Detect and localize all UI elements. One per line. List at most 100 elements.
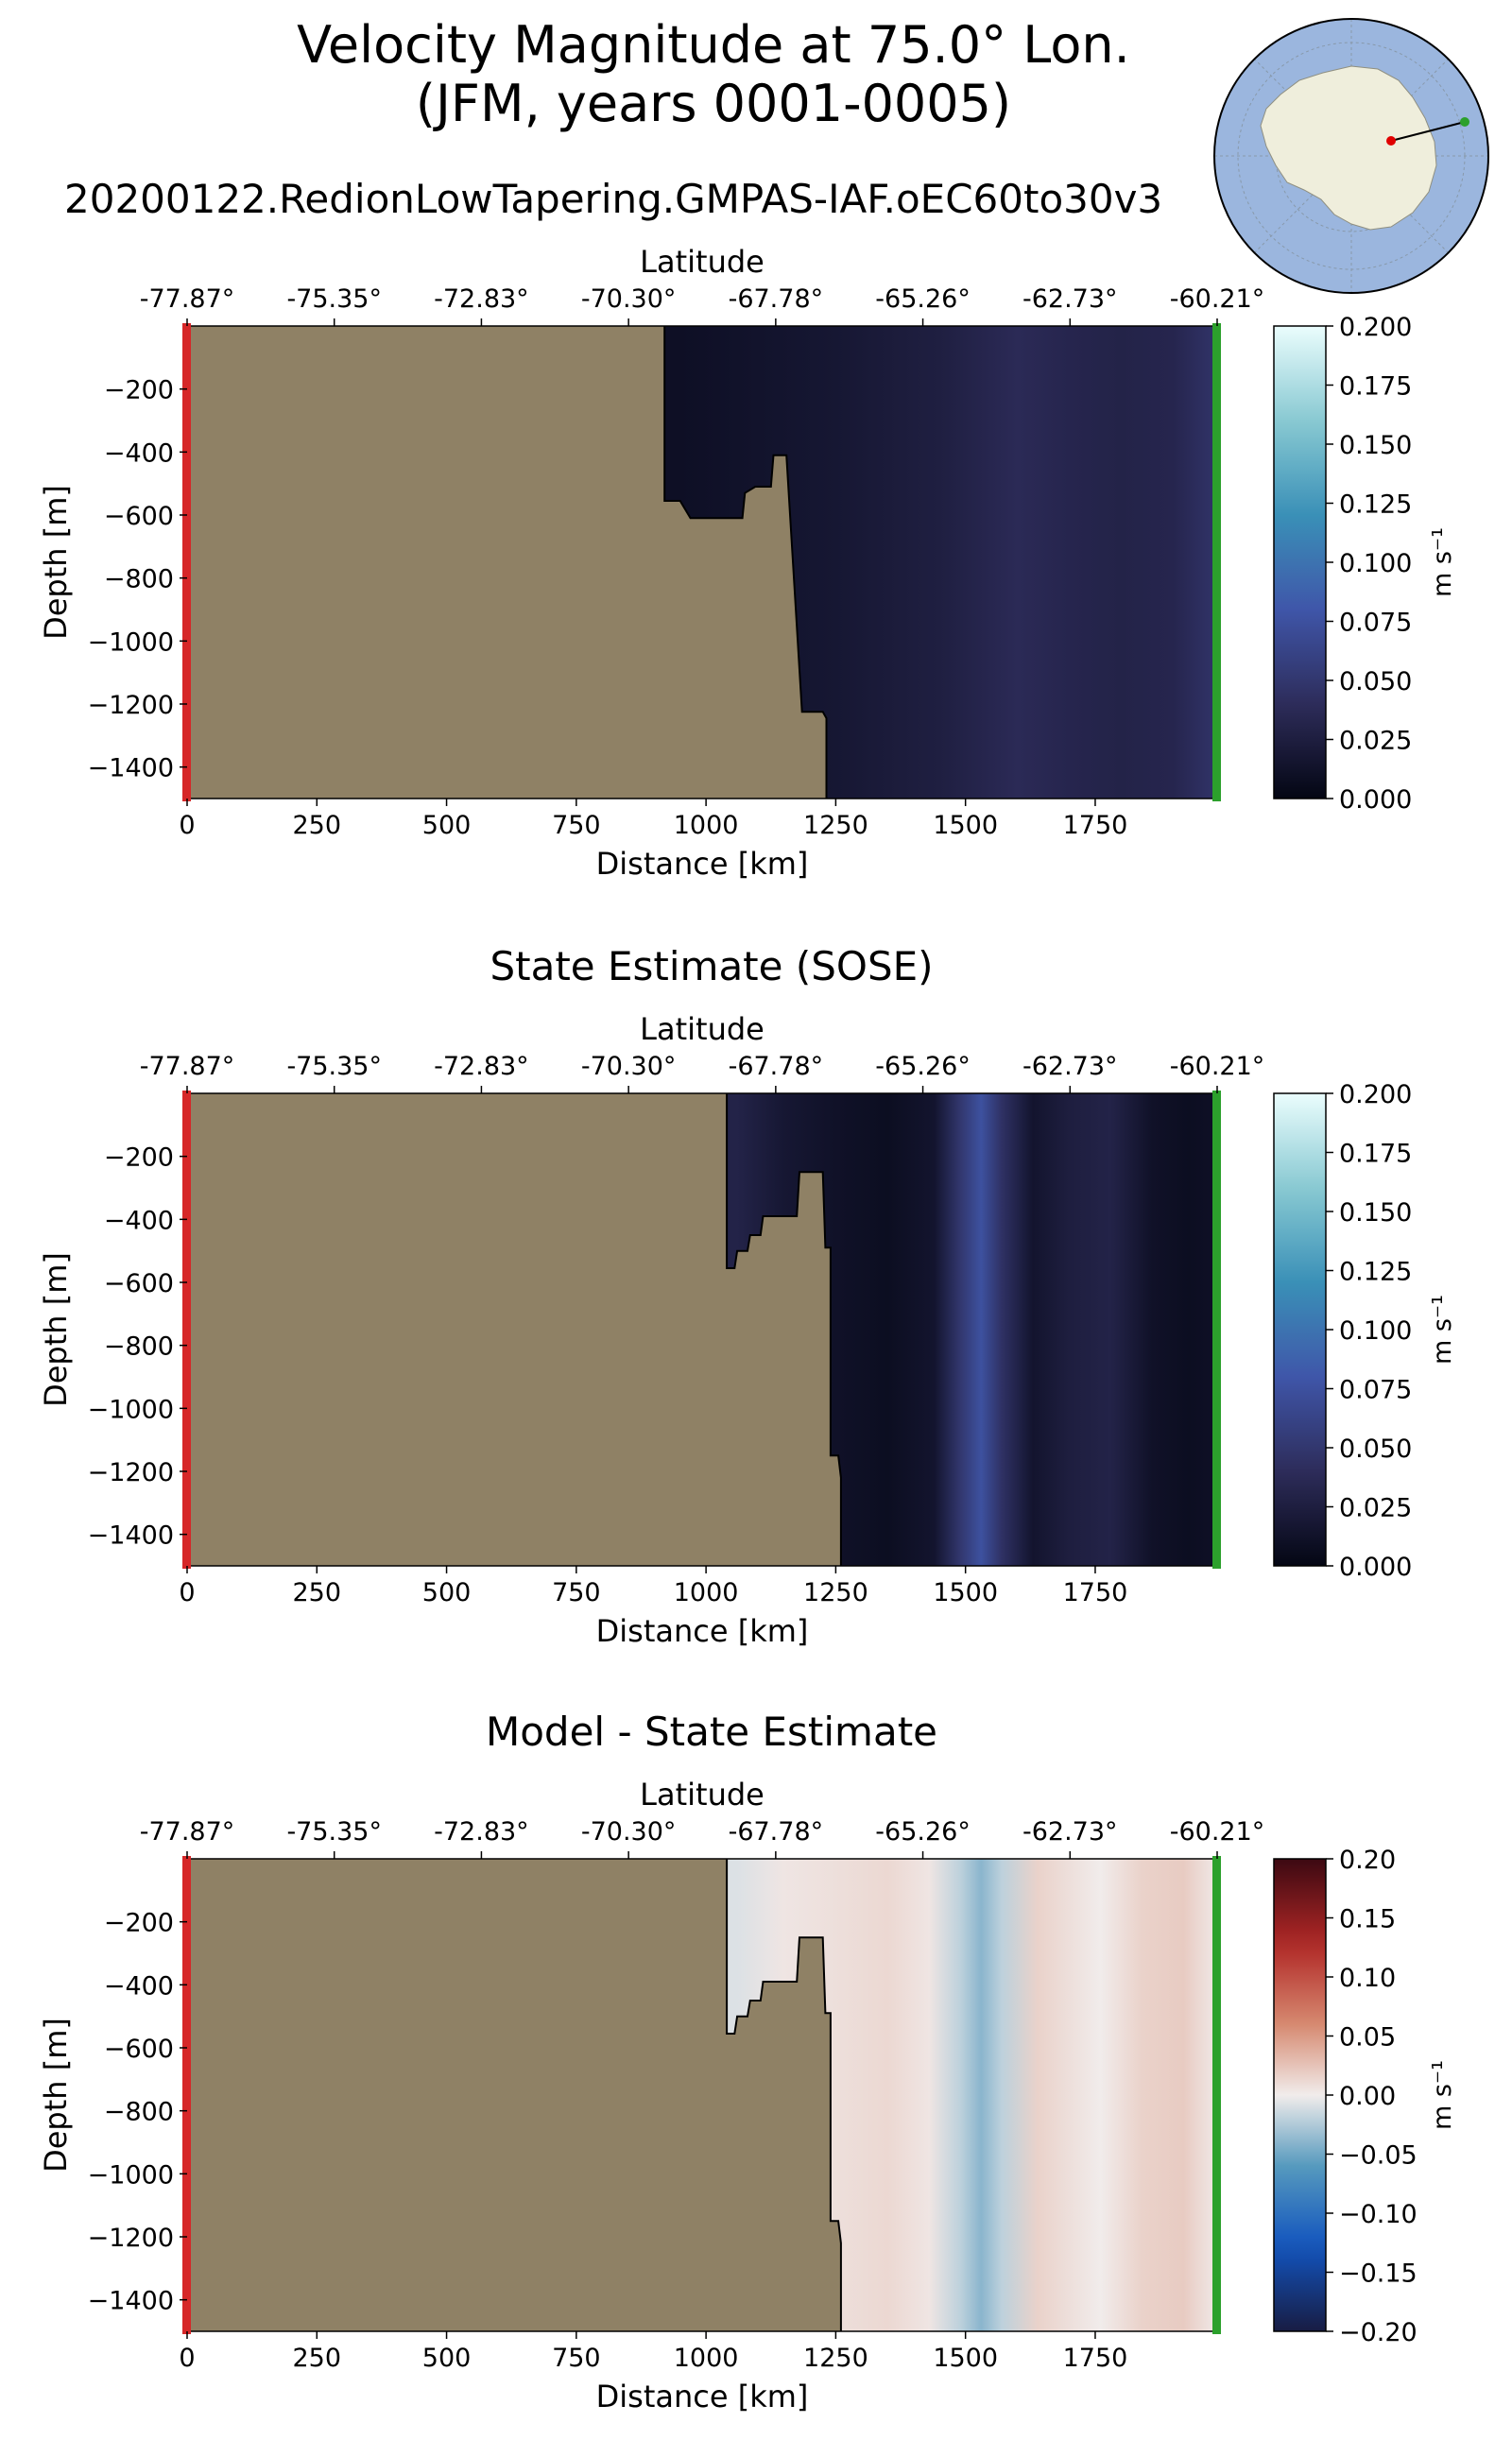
colorbar-tick-label: 0.100	[1339, 549, 1412, 578]
y-tick-label: −200	[104, 1909, 174, 1938]
x-tick-label: 1250	[803, 811, 868, 840]
x-tick-label: 750	[552, 811, 601, 840]
y-tick-label: −200	[104, 376, 174, 405]
lat-tick-label: -62.73°	[1022, 284, 1118, 314]
x-tick-label: 500	[422, 2344, 472, 2373]
lat-tick-label: -75.35°	[286, 1052, 382, 1081]
colorbar-tick-label: 0.200	[1339, 1080, 1412, 1109]
colorbar-tick-label: 0.20	[1339, 1846, 1396, 1875]
y-tick-label: −1400	[88, 2287, 174, 2316]
colorbar-tick-label: −0.20	[1339, 2318, 1418, 2347]
colorbar-tick-label: 0.000	[1339, 785, 1412, 815]
x-tick-label: 750	[552, 1578, 601, 1607]
colorbar-tick-label: 0.150	[1339, 431, 1412, 460]
lat-tick-label: -62.73°	[1022, 1817, 1118, 1847]
x-tick-label: 250	[293, 1578, 342, 1607]
colorbar-tick-label: 0.025	[1339, 1494, 1412, 1523]
y-tick-label: −1000	[88, 2160, 174, 2190]
lat-tick-label: -60.21°	[1170, 1817, 1265, 1847]
colorbar-tick-label: −0.05	[1339, 2141, 1418, 2171]
x-tick-label: 1000	[674, 1578, 739, 1607]
x-tick-label: 1500	[933, 1578, 998, 1607]
colorbar-tick-label: 0.100	[1339, 1316, 1412, 1346]
y-tick-label: −1400	[88, 1521, 174, 1551]
y-tick-label: −1000	[88, 1395, 174, 1424]
y-tick-label: −1200	[88, 2224, 174, 2253]
y-tick-label: −800	[104, 1332, 174, 1362]
land-mask	[187, 326, 827, 799]
y-tick-label: −600	[104, 2035, 174, 2064]
lat-tick-label: -67.78°	[729, 284, 824, 314]
x-axis-label: Distance [km]	[596, 846, 809, 882]
bathymetry-outline	[726, 1093, 842, 1566]
colorbar-label: m s⁻¹	[1428, 1295, 1457, 1365]
heatmap-panel-3: 0 250 500 750 1000 1250 1500 1750 Distance [km] -…	[38, 1777, 1457, 2414]
x-axis-label: Distance [km]	[596, 2379, 809, 2414]
x-axis-label: Distance [km]	[596, 1613, 809, 1649]
figure-title-line2: (JFM, years 0001-0005)	[415, 74, 1012, 133]
x-tick-label: 0	[179, 1578, 195, 1607]
y-tick-label: −600	[104, 502, 174, 531]
colorbar-tick-label: 0.125	[1339, 1258, 1412, 1287]
lat-tick-label: -75.35°	[286, 1817, 382, 1847]
colorbar-tick-label: 0.00	[1339, 2082, 1396, 2111]
top-axis-label: Latitude	[640, 1011, 765, 1047]
panel3-title: Model - State Estimate	[486, 1709, 937, 1755]
lat-tick-label: -77.87°	[140, 1817, 235, 1847]
x-tick-label: 0	[179, 811, 195, 840]
y-tick-label: −400	[104, 1971, 174, 2001]
colorbar-label: m s⁻¹	[1428, 2060, 1457, 2130]
y-tick-label: −1200	[88, 1458, 174, 1487]
panel2-title: State Estimate (SOSE)	[490, 943, 934, 989]
colorbar	[1273, 1858, 1327, 2332]
lat-tick-label: -70.30°	[581, 284, 677, 314]
lat-tick-label: -77.87°	[140, 1052, 235, 1081]
colorbar-tick-label: 0.175	[1339, 1140, 1412, 1169]
x-tick-label: 1500	[933, 811, 998, 840]
y-tick-label: −800	[104, 565, 174, 594]
transect-end-bar	[1212, 1091, 1221, 1569]
transect-end-marker	[1460, 117, 1469, 127]
lat-tick-label: -67.78°	[729, 1052, 824, 1081]
colorbar-tick-label: 0.05	[1339, 2023, 1396, 2053]
lat-tick-label: -62.73°	[1022, 1052, 1118, 1081]
x-tick-label: 1000	[674, 811, 739, 840]
lat-tick-label: -77.87°	[140, 284, 235, 314]
heatmap-panel-2: 0 250 500 750 1000 1250 1500 1750 Distance [km] -…	[38, 1011, 1457, 1649]
x-tick-label: 250	[293, 811, 342, 840]
transect-start-bar	[182, 1856, 191, 2334]
y-tick-label: −1400	[88, 754, 174, 783]
lat-tick-label: -65.26°	[875, 1052, 971, 1081]
colorbar-tick-label: 0.150	[1339, 1198, 1412, 1228]
colorbar-tick-label: 0.025	[1339, 727, 1412, 756]
y-tick-label: −1200	[88, 691, 174, 720]
lat-tick-label: -60.21°	[1170, 284, 1265, 314]
antarctica-landmass	[1260, 65, 1437, 231]
run-name: 20200122.RedionLowTapering.GMPAS-IAF.oEC…	[64, 176, 1163, 222]
top-axis-label: Latitude	[640, 1777, 765, 1813]
y-tick-label: −400	[104, 1206, 174, 1235]
x-tick-label: 500	[422, 811, 472, 840]
x-tick-label: 1250	[803, 1578, 868, 1607]
y-axis-label: Depth [m]	[38, 485, 74, 640]
transect-start-bar	[182, 323, 191, 801]
x-tick-label: 1750	[1063, 811, 1128, 840]
x-tick-label: 750	[552, 2344, 601, 2373]
top-axis-label: Latitude	[640, 244, 765, 280]
lat-tick-label: -72.83°	[434, 1052, 529, 1081]
bathymetry-outline	[726, 1859, 842, 2331]
x-tick-label: 0	[179, 2344, 195, 2373]
land-mask	[187, 1859, 841, 2331]
y-tick-label: −400	[104, 438, 174, 468]
colorbar-tick-label: 0.125	[1339, 490, 1412, 520]
x-tick-label: 1000	[674, 2344, 739, 2373]
colorbar-tick-label: 0.075	[1339, 609, 1412, 638]
colorbar-tick-label: −0.15	[1339, 2259, 1418, 2289]
bathymetry-outline	[663, 326, 828, 799]
colorbar-tick-label: 0.200	[1339, 313, 1412, 342]
y-tick-label: −800	[104, 2098, 174, 2127]
x-tick-label: 500	[422, 1578, 472, 1607]
colorbar-tick-label: 0.000	[1339, 1553, 1412, 1582]
y-tick-label: −600	[104, 1269, 174, 1298]
lat-tick-label: -67.78°	[729, 1817, 824, 1847]
